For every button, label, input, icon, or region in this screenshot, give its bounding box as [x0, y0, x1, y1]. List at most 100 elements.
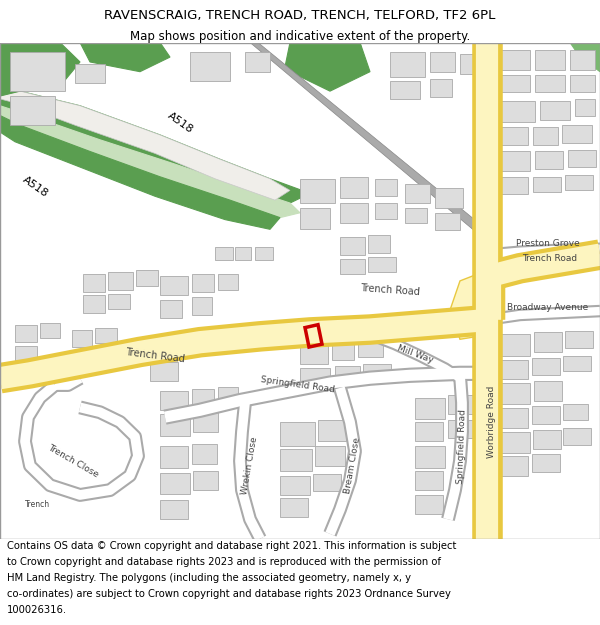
Polygon shape [160, 500, 188, 519]
Polygon shape [500, 456, 528, 476]
Polygon shape [40, 322, 60, 338]
Polygon shape [570, 50, 595, 70]
Polygon shape [235, 247, 251, 261]
Polygon shape [415, 446, 445, 468]
Polygon shape [415, 471, 443, 490]
Polygon shape [72, 350, 94, 368]
Polygon shape [535, 50, 565, 70]
Polygon shape [500, 360, 528, 379]
Polygon shape [363, 364, 391, 381]
Polygon shape [575, 99, 595, 116]
Polygon shape [405, 208, 427, 224]
Polygon shape [570, 42, 600, 72]
Polygon shape [533, 127, 558, 144]
Polygon shape [390, 81, 420, 99]
Text: Map shows position and indicative extent of the property.: Map shows position and indicative extent… [130, 30, 470, 42]
Text: Springfield Road: Springfield Road [456, 409, 468, 484]
Polygon shape [415, 495, 443, 514]
Polygon shape [375, 179, 397, 196]
Polygon shape [10, 52, 65, 91]
Polygon shape [368, 257, 396, 272]
Polygon shape [15, 346, 37, 364]
Text: RAVENSCRAIG, TRENCH ROAD, TRENCH, TELFORD, TF2 6PL: RAVENSCRAIG, TRENCH ROAD, TRENCH, TELFOR… [104, 9, 496, 22]
Polygon shape [315, 446, 345, 466]
Polygon shape [280, 422, 315, 446]
Polygon shape [500, 383, 530, 404]
Polygon shape [534, 332, 562, 352]
Polygon shape [535, 151, 563, 169]
Polygon shape [280, 476, 310, 495]
Polygon shape [565, 331, 593, 348]
Polygon shape [192, 389, 214, 406]
Polygon shape [0, 116, 280, 229]
Polygon shape [568, 149, 596, 167]
Polygon shape [300, 179, 335, 203]
Polygon shape [15, 324, 37, 342]
Polygon shape [285, 42, 365, 86]
Text: to Crown copyright and database rights 2023 and is reproduced with the permissio: to Crown copyright and database rights 2… [7, 558, 441, 568]
Polygon shape [178, 336, 200, 354]
Text: HM Land Registry. The polygons (including the associated geometry, namely x, y: HM Land Registry. The polygons (includin… [7, 573, 411, 583]
Text: Trench Close: Trench Close [46, 442, 100, 479]
Polygon shape [313, 474, 341, 491]
Polygon shape [563, 428, 591, 446]
Polygon shape [562, 125, 592, 142]
Polygon shape [340, 177, 368, 198]
Polygon shape [193, 412, 218, 432]
Text: Worbridge Road: Worbridge Road [487, 386, 496, 458]
Text: A518: A518 [20, 174, 50, 199]
Polygon shape [160, 472, 190, 494]
Polygon shape [563, 404, 588, 420]
Polygon shape [430, 52, 455, 72]
Text: Trench Road: Trench Road [360, 282, 420, 297]
Polygon shape [245, 52, 270, 72]
Polygon shape [150, 339, 175, 357]
Polygon shape [415, 422, 443, 441]
Text: Preston Grove: Preston Grove [516, 239, 580, 248]
Polygon shape [203, 334, 223, 350]
Text: Trench Road: Trench Road [523, 254, 578, 263]
Polygon shape [532, 454, 560, 472]
Polygon shape [368, 235, 390, 252]
Polygon shape [160, 301, 182, 318]
Polygon shape [500, 101, 535, 122]
Polygon shape [435, 213, 460, 230]
Polygon shape [318, 420, 346, 441]
Text: Trench: Trench [25, 500, 50, 509]
Text: Broadway Avenue: Broadway Avenue [508, 302, 589, 312]
Polygon shape [75, 64, 105, 83]
Polygon shape [83, 296, 105, 313]
Polygon shape [136, 270, 158, 286]
Polygon shape [150, 362, 178, 381]
Polygon shape [255, 247, 273, 261]
Text: Wrekin Close: Wrekin Close [241, 436, 260, 496]
Text: 100026316.: 100026316. [7, 605, 67, 615]
Polygon shape [160, 391, 188, 410]
Polygon shape [500, 432, 530, 453]
Polygon shape [0, 91, 290, 200]
Polygon shape [500, 74, 530, 92]
Polygon shape [218, 274, 238, 289]
Polygon shape [563, 356, 591, 371]
Polygon shape [500, 408, 528, 428]
Polygon shape [10, 96, 55, 125]
Polygon shape [95, 328, 117, 343]
Polygon shape [0, 91, 310, 203]
Polygon shape [405, 184, 430, 203]
Polygon shape [500, 127, 528, 144]
Polygon shape [540, 101, 570, 121]
Polygon shape [450, 247, 600, 339]
Polygon shape [80, 42, 170, 72]
Polygon shape [565, 175, 593, 191]
Polygon shape [290, 42, 370, 91]
Polygon shape [533, 430, 561, 449]
Polygon shape [500, 177, 528, 194]
Polygon shape [460, 54, 480, 74]
Polygon shape [0, 42, 80, 96]
Polygon shape [0, 106, 300, 217]
Text: Springfield Road: Springfield Road [260, 376, 335, 394]
Polygon shape [358, 339, 383, 357]
Polygon shape [500, 334, 530, 356]
Polygon shape [192, 274, 214, 292]
Polygon shape [160, 446, 188, 468]
